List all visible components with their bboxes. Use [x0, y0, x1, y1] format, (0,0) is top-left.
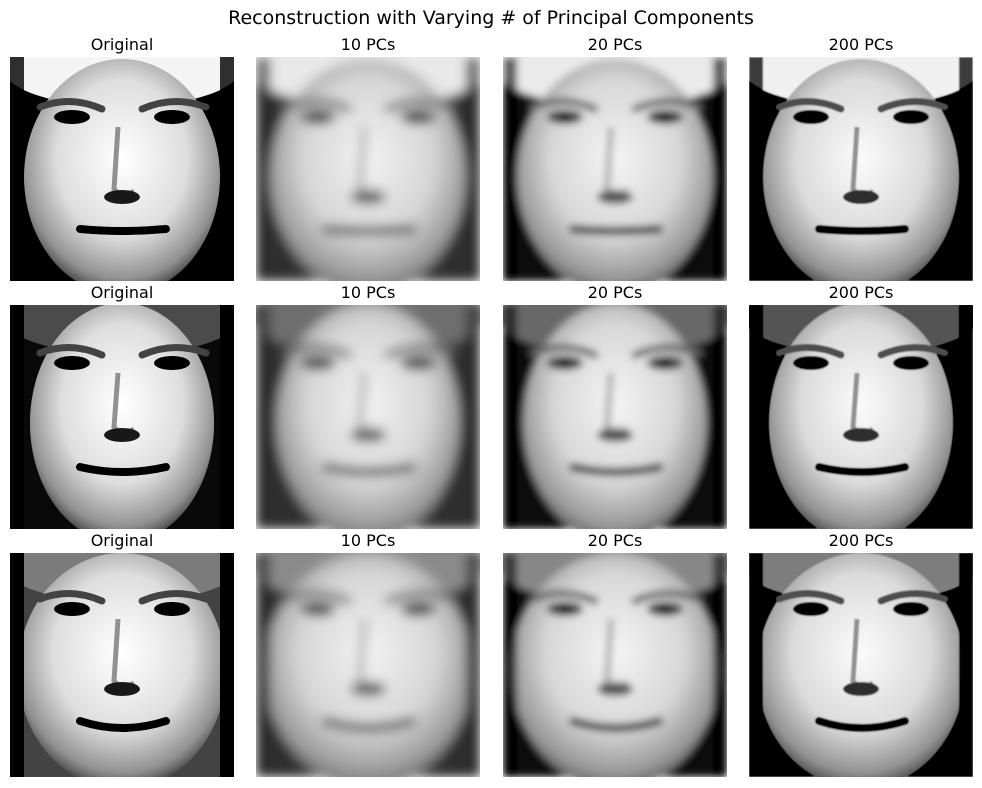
panel-title: 10 PCs — [340, 283, 396, 302]
face-image — [749, 57, 973, 281]
panel-title: 200 PCs — [828, 531, 894, 550]
face-image — [10, 305, 234, 529]
face-image — [503, 57, 727, 281]
face-image — [749, 553, 973, 777]
face-image — [749, 305, 973, 529]
panel-title: 20 PCs — [587, 531, 643, 550]
face-image — [10, 553, 234, 777]
face-image — [256, 57, 480, 281]
face-image — [256, 553, 480, 777]
face-image — [503, 305, 727, 529]
panel-title: 200 PCs — [828, 35, 894, 54]
panel-title: 10 PCs — [340, 531, 396, 550]
panel-title: 20 PCs — [587, 283, 643, 302]
panel-title: 10 PCs — [340, 35, 396, 54]
panel-title: 20 PCs — [587, 35, 643, 54]
panel-title: 200 PCs — [828, 283, 894, 302]
panel-title: Original — [90, 35, 154, 54]
panel-title: Original — [90, 531, 154, 550]
panel-title: Original — [90, 283, 154, 302]
figure-title: Reconstruction with Varying # of Princip… — [228, 7, 754, 29]
face-image — [256, 305, 480, 529]
face-image — [503, 553, 727, 777]
face-image — [10, 57, 234, 281]
